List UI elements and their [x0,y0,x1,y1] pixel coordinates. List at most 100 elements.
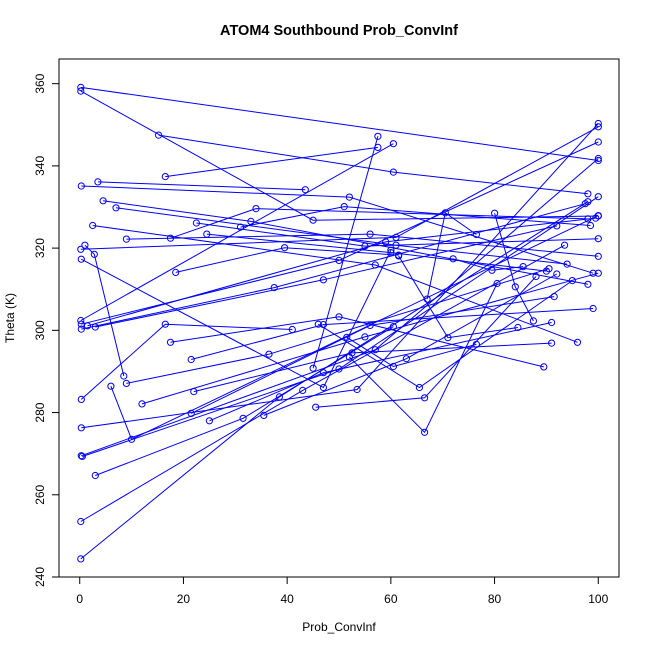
data-point [550,293,558,301]
data-point [584,198,592,206]
series-line [80,323,293,400]
series-line [80,201,589,560]
data-point [594,156,602,165]
data-point [392,233,400,241]
data-point [594,252,602,260]
data-point [89,221,97,230]
series-line [191,308,594,360]
data-point [281,244,289,252]
data-point [493,279,501,288]
data-point [449,255,457,263]
series-line [80,86,599,161]
data-point [584,190,592,198]
series-line [126,268,550,384]
data-point [161,173,169,181]
data-point [441,209,449,217]
data-point [319,383,327,392]
data-point [90,250,98,258]
data-point [421,428,429,436]
y-tick-label: 240 [33,567,47,587]
series-line [170,208,588,239]
data-point [301,186,309,194]
data-point [335,313,343,321]
series-line [190,296,555,414]
data-point [335,256,343,264]
data-point [548,339,556,347]
data-point [594,212,602,220]
data-point [366,230,374,238]
y-tick-label: 360 [33,73,47,93]
data-point [374,143,382,151]
data-point [389,362,397,371]
data-point [589,269,597,277]
data-point [402,355,410,363]
data-point [594,123,602,131]
data-point [594,235,602,243]
data-point [366,321,374,329]
data-point [91,471,99,480]
data-point [553,222,561,230]
data-point [190,388,198,396]
series-line [81,249,392,389]
data-point [260,411,268,419]
data-point [573,338,582,346]
data-point [374,132,382,140]
data-point [81,241,89,249]
data-point [166,338,175,346]
data-point [172,268,180,276]
series-layer [80,86,599,560]
data-point [77,325,85,333]
data-point [472,230,480,239]
x-tick-label: 0 [76,592,83,606]
data-point [299,386,307,394]
data-point [353,385,361,394]
data-point [236,223,245,231]
data-point [192,219,200,227]
series-line [349,283,498,434]
data-point [309,216,317,224]
data-point [491,209,499,217]
data-point [239,414,247,422]
series-line [398,255,518,339]
series-line [170,316,544,368]
data-point [594,269,602,277]
series-line [165,146,378,178]
data-point [203,230,211,238]
data-point [340,203,348,211]
data-point [361,333,369,341]
series-line [263,273,558,416]
data-point [519,263,527,271]
data-point [155,131,163,139]
series-line [426,211,477,300]
data-point [568,277,576,285]
data-point [584,215,592,223]
data-point [128,435,136,443]
data-point [387,249,395,257]
data-point [371,261,379,269]
y-tick-label: 260 [33,484,47,504]
data-point [319,369,327,377]
x-tick-label: 20 [177,592,191,606]
data-point [270,284,278,292]
series-line [193,342,552,393]
data-point [77,424,85,432]
data-point [345,353,353,361]
data-point [77,395,85,403]
series-line [80,244,565,522]
x-tick-label: 100 [588,592,608,606]
data-point [361,242,369,250]
data-point [187,409,195,417]
y-tick-label: 340 [33,156,47,176]
data-point [309,364,317,372]
series-line [92,225,578,343]
data-point [77,452,85,460]
data-point [166,234,175,242]
data-point [77,517,85,526]
series-line [110,215,599,440]
series-line [209,322,552,422]
data-point [77,316,85,325]
data-point [94,178,102,186]
data-point [288,325,296,334]
data-point [594,138,602,146]
data-point [265,350,273,358]
